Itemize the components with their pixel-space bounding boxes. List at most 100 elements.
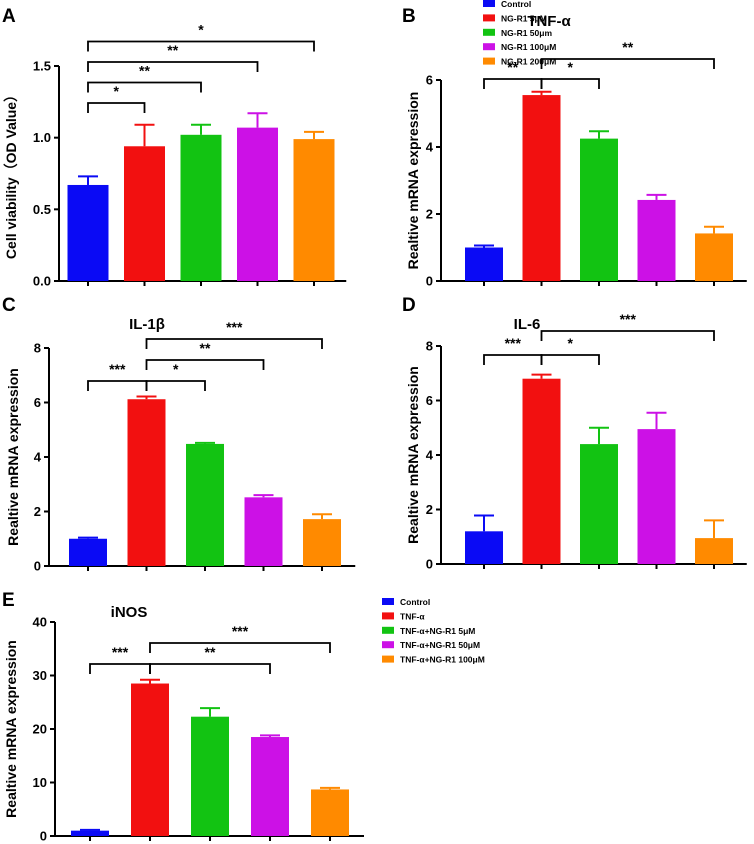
- significance-bracket: [87, 81, 202, 93]
- bar-2: [522, 95, 561, 281]
- bar-4: [251, 737, 289, 836]
- y-axis-label: Realtive mRNA expression: [5, 368, 21, 546]
- bar-5: [311, 789, 349, 836]
- y-tick-label: 0: [34, 559, 41, 574]
- legend-panel-a: Control NG-R1 5μM NG-R1 50μm NG-R1 100μM NG-…: [483, 0, 556, 67]
- legend-entry: TNF-α+NG-R1 50μM: [400, 640, 480, 650]
- y-axis-label: Cell viability（OD Value）: [3, 88, 19, 259]
- bar-5: [293, 139, 335, 281]
- significance-bracket: [145, 380, 206, 391]
- legend-entry: TNF-α+NG-R1 100μM: [400, 655, 485, 665]
- legend-swatch: [382, 655, 394, 663]
- legend-swatch: [382, 626, 394, 634]
- bar-2: [522, 378, 561, 564]
- chart-title: TNF-α: [527, 13, 571, 30]
- significance-label: **: [622, 39, 633, 55]
- y-axis-label: Realtive mRNA expression: [3, 640, 19, 818]
- significance-label: ***: [109, 361, 126, 377]
- chart-title: iNOS: [111, 604, 148, 621]
- y-tick-label: 0: [426, 274, 433, 289]
- significance-bracket: [483, 354, 543, 365]
- bar-5: [303, 519, 341, 566]
- significance-label: ***: [232, 623, 249, 639]
- panel-letter: E: [2, 590, 15, 611]
- legend-swatch: [483, 0, 495, 7]
- bar-3: [186, 443, 224, 566]
- significance-bracket: [87, 380, 148, 391]
- significance-label: *: [198, 22, 204, 38]
- bar-5: [695, 538, 733, 564]
- y-axis-label: Realtive mRNA expression: [405, 92, 421, 270]
- y-tick-label: 1.0: [33, 130, 51, 145]
- panel-letter: C: [2, 295, 16, 316]
- significance-label: **: [507, 59, 518, 75]
- y-tick-label: 4: [426, 448, 434, 463]
- y-tick-label: 20: [33, 722, 47, 737]
- legend-entry: NG-R1 200μM: [501, 57, 556, 67]
- y-tick-label: 6: [426, 73, 433, 88]
- significance-label: **: [139, 63, 150, 79]
- bar-2: [131, 683, 169, 836]
- bar-2: [124, 146, 165, 281]
- bar-1: [465, 247, 503, 281]
- significance-label: ***: [112, 644, 129, 660]
- significance-label: *: [568, 59, 574, 75]
- y-tick-label: 8: [34, 341, 41, 356]
- y-tick-label: 8: [426, 339, 433, 354]
- significance-bracket: [483, 78, 543, 89]
- y-tick-label: 6: [34, 395, 41, 410]
- bar-4: [637, 199, 676, 281]
- panel-letter: A: [2, 6, 16, 27]
- significance-bracket: [87, 40, 315, 52]
- bar-4: [244, 497, 283, 566]
- y-tick-label: 2: [426, 207, 433, 222]
- bar-1: [67, 184, 109, 281]
- significance-bracket: [87, 102, 146, 113]
- y-tick-label: 0: [40, 829, 47, 844]
- significance-label: **: [205, 644, 216, 660]
- significance-bracket: [145, 359, 265, 370]
- chart-title: IL-6: [514, 316, 541, 333]
- significance-label: ***: [620, 311, 637, 327]
- significance-label: ***: [505, 335, 522, 351]
- legend-entry: NG-R1 50μm: [501, 28, 552, 38]
- bar-3: [191, 716, 229, 836]
- y-tick-label: 4: [34, 450, 42, 465]
- significance-bracket: [540, 354, 600, 365]
- legend-entry: TNF-α+NG-R1 5μM: [400, 626, 475, 636]
- significance-bracket: [89, 663, 151, 674]
- y-tick-label: 2: [426, 502, 433, 517]
- significance-label: **: [167, 42, 178, 58]
- bar-1: [465, 531, 503, 564]
- bar-5: [695, 233, 733, 281]
- bar-3: [580, 138, 618, 281]
- bar-3: [180, 134, 222, 281]
- significance-bracket: [145, 338, 323, 349]
- chart-title: IL-1β: [129, 316, 165, 333]
- y-tick-label: 30: [33, 668, 47, 683]
- panel-letter: D: [402, 295, 416, 316]
- y-tick-label: 40: [33, 615, 47, 630]
- significance-bracket: [87, 61, 259, 72]
- legend-entry: Control: [501, 0, 531, 9]
- y-tick-label: 1.5: [33, 59, 51, 74]
- y-tick-label: 0: [426, 557, 433, 572]
- bar-1: [69, 538, 107, 566]
- bar-1: [71, 830, 109, 836]
- bar-3: [580, 444, 618, 564]
- significance-bracket: [540, 330, 715, 341]
- legend-swatch: [483, 57, 495, 65]
- bar-4: [637, 429, 676, 564]
- significance-label: ***: [226, 319, 243, 335]
- y-tick-label: 2: [34, 504, 41, 519]
- significance-label: *: [173, 361, 179, 377]
- y-tick-label: 0.5: [33, 202, 51, 217]
- significance-bracket: [540, 58, 715, 69]
- y-tick-label: 0.0: [33, 274, 51, 289]
- legend-entry: TNF-α: [400, 611, 425, 621]
